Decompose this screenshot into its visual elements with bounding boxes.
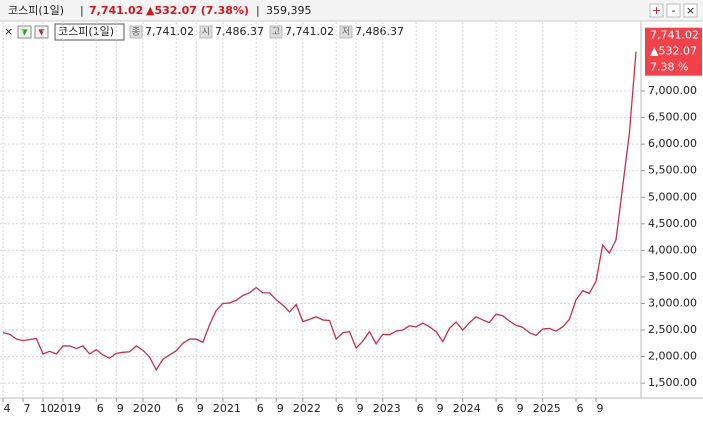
field-value: 7,486.37 bbox=[215, 25, 264, 38]
y-tick-label: 3,000.00 bbox=[648, 296, 697, 309]
price-tag bbox=[645, 27, 702, 76]
separator: | bbox=[256, 4, 260, 17]
y-tick-label: 4,000.00 bbox=[648, 243, 697, 256]
x-tick-label: 2020 bbox=[133, 402, 161, 415]
y-tick-label: 1,500.00 bbox=[648, 376, 697, 389]
field-value: 7,741.02 bbox=[285, 25, 334, 38]
x-tick-label: 4 bbox=[4, 402, 11, 415]
x-tick-label: 6 bbox=[97, 402, 104, 415]
price-tag-text: 7,741.02 bbox=[650, 29, 699, 42]
y-tick-label: 7,000.00 bbox=[648, 84, 697, 97]
y-tick-label: 4,500.00 bbox=[648, 217, 697, 230]
x-tick-label: 6 bbox=[577, 402, 584, 415]
x-tick-label: 7 bbox=[23, 402, 30, 415]
field-label: 종 bbox=[132, 27, 140, 38]
field-label: 저 bbox=[342, 27, 350, 38]
y-tick-label: 5,500.00 bbox=[648, 164, 697, 177]
x-tick-label: 6 bbox=[497, 402, 504, 415]
x-tick-label: 9 bbox=[517, 402, 524, 415]
field-label: 시 bbox=[202, 27, 210, 38]
toggle-button[interactable] bbox=[17, 25, 32, 39]
icon: ▼ bbox=[21, 28, 28, 37]
svg-text:×: × bbox=[686, 4, 695, 17]
svg-text:+: + bbox=[652, 4, 661, 17]
separator: | bbox=[80, 4, 84, 17]
price-tag-text: ▲532.07 bbox=[650, 45, 697, 58]
legend-row: × ▼ ▼ 코스피(1일) bbox=[4, 23, 125, 41]
y-tick-label: 5,000.00 bbox=[648, 190, 697, 203]
price-line bbox=[2, 51, 637, 372]
header-change: ▲532.07 (7.38%) bbox=[146, 4, 249, 17]
y-tick-label: 6,000.00 bbox=[648, 137, 697, 150]
header-name: 코스피(1일) bbox=[8, 3, 64, 17]
y-tick-label: 2,000.00 bbox=[648, 350, 697, 363]
x-tick-label: 6 bbox=[417, 402, 424, 415]
field-value: 7,486.37 bbox=[355, 25, 404, 38]
x-tick-label: 9 bbox=[277, 402, 284, 415]
y-tick-label: 2,500.00 bbox=[648, 323, 697, 336]
legend-name-box bbox=[54, 23, 125, 41]
x-tick-label: 9 bbox=[597, 402, 604, 415]
x-tick-label: 9 bbox=[117, 402, 124, 415]
x-tick-label: 2024 bbox=[453, 402, 481, 415]
svg-text:-: - bbox=[672, 4, 676, 17]
field-value: 7,741.02 bbox=[145, 25, 194, 38]
close-button[interactable]: × bbox=[4, 25, 13, 38]
x-tick-label: 6 bbox=[337, 402, 344, 415]
x-tick-label: 6 bbox=[257, 402, 264, 415]
x-tick-label: 2025 bbox=[533, 402, 561, 415]
x-tick-label: 9 bbox=[357, 402, 364, 415]
x-tick-label: 6 bbox=[177, 402, 184, 415]
x-tick-label: 9 bbox=[437, 402, 444, 415]
field-icon bbox=[199, 25, 213, 39]
legend-name: 코스피(1일) bbox=[58, 24, 114, 38]
window-buttons[interactable]: + - × bbox=[649, 3, 698, 18]
x-tick-label: 10 bbox=[40, 402, 54, 415]
y-tick-label: 6,500.00 bbox=[648, 111, 697, 124]
x-tick-label: 2022 bbox=[293, 402, 321, 415]
y-tick-label: 3,500.00 bbox=[648, 270, 697, 283]
menu-button[interactable] bbox=[34, 25, 49, 39]
field-icon bbox=[339, 25, 353, 39]
field-icon bbox=[129, 25, 143, 39]
x-tick-label: 2021 bbox=[213, 402, 241, 415]
header-price: 7,741.02 bbox=[89, 4, 143, 17]
header-bar bbox=[0, 0, 703, 21]
icon: ▼ bbox=[38, 28, 45, 37]
x-tick-label: 2019 bbox=[53, 402, 81, 415]
field-label: 고 bbox=[272, 28, 280, 38]
x-tick-label: 2023 bbox=[373, 402, 401, 415]
header-volume: 359,395 bbox=[266, 4, 312, 17]
price-tag-text: 7.38 % bbox=[650, 61, 688, 74]
x-tick-label: 9 bbox=[197, 402, 204, 415]
